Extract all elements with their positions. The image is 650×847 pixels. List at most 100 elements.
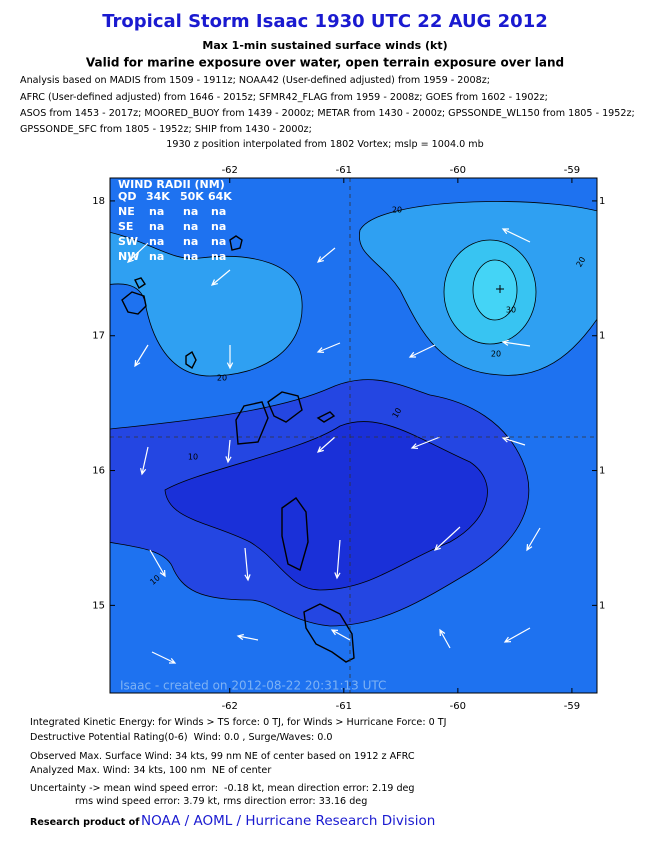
lat-tick-label: 17 <box>92 331 105 342</box>
contour-label: 10 <box>391 406 404 419</box>
wind-radii-cell: NE <box>118 205 135 218</box>
wind-arrow <box>408 344 436 358</box>
island <box>185 350 197 370</box>
lon-tick-label: -60 <box>450 165 466 176</box>
wind-radii-header: 50K <box>180 190 204 203</box>
wind-arrow <box>210 269 231 286</box>
wind-radii-cell: na <box>149 235 164 248</box>
wind-radii-cell: na <box>149 220 164 233</box>
lon-tick-label: -61 <box>336 165 352 176</box>
lat-tick-label: 16 <box>92 466 105 477</box>
wind-arrow <box>140 446 149 476</box>
footer-line: Integrated Kinetic Energy: for Winds > T… <box>30 717 446 728</box>
lon-tick-label: -61 <box>336 701 352 712</box>
wind-radii-cell: na <box>211 235 226 248</box>
lat-tick-label: 15 <box>92 600 105 611</box>
wind-arrow <box>316 436 336 453</box>
wind-arrow <box>316 247 336 263</box>
footer: Integrated Kinetic Energy: for Winds > T… <box>30 717 446 829</box>
wind-radii-header: 64K <box>208 190 232 203</box>
wind-arrow <box>316 342 341 353</box>
wind-radii-cell: na <box>183 250 198 263</box>
map-frame <box>109 177 598 694</box>
contour-region <box>472 259 518 321</box>
wind-arrow <box>503 627 531 643</box>
wind-radii-cell: SW <box>118 235 138 248</box>
wind-radii-header: QD <box>118 190 136 203</box>
wind-radii-cell: na <box>149 205 164 218</box>
wind-radii-cell: na <box>211 205 226 218</box>
lon-tick-label: -59 <box>564 701 580 712</box>
lon-tick-label: -60 <box>450 701 466 712</box>
footer-line: Observed Max. Surface Wind: 34 kts, 99 n… <box>30 751 415 762</box>
lat-tick-label: 1 <box>599 196 605 207</box>
wind-arrow <box>151 651 177 664</box>
wind-arrows <box>126 228 541 664</box>
wind-radii-title: WIND RADII (NM) <box>118 178 225 191</box>
analysis-lines: Analysis based on MADIS from 1509 - 1911… <box>20 75 635 135</box>
wind-arrow <box>410 436 441 450</box>
research-label: Research product of <box>30 817 140 828</box>
contour-label: 20 <box>217 374 227 383</box>
lat-tick-label: 1 <box>599 466 605 477</box>
wind-arrow <box>126 242 149 263</box>
analysis-line: ASOS from 1453 - 2017z; MOORED_BUOY from… <box>20 108 635 119</box>
wind-arrow <box>526 527 541 552</box>
title: Tropical Storm Isaac 1930 UTC 22 AUG 201… <box>102 11 548 32</box>
wind-arrow <box>501 339 531 347</box>
wind-arrow <box>501 228 531 243</box>
wind-radii-cell: SE <box>118 220 133 233</box>
wind-radii-cell: na <box>183 235 198 248</box>
island <box>235 391 336 445</box>
org-link[interactable]: NOAA / AOML / Hurricane Research Divisio… <box>141 813 435 829</box>
analysis-line: Analysis based on MADIS from 1509 - 1911… <box>20 75 490 86</box>
footer-line: Destructive Potential Rating(0-6) Wind: … <box>30 732 333 743</box>
island <box>281 497 309 572</box>
position-line: 1930 z position interpolated from 1802 V… <box>166 139 483 150</box>
lon-tick-label: -62 <box>222 701 238 712</box>
analysis-line: GPSSONDE_SFC from 1805 - 1952z; SHIP fro… <box>20 124 312 135</box>
wind-arrow <box>149 549 166 578</box>
wind-arrow <box>226 345 234 370</box>
credit: Isaac - created on 2012-08-22 20:31:13 U… <box>120 679 386 693</box>
wind-arrow <box>439 628 451 649</box>
contour-label: 20 <box>392 206 402 215</box>
footer-line: Analyzed Max. Wind: 34 kts, 100 nm NE of… <box>30 765 271 776</box>
wind-arrow <box>225 439 232 464</box>
wind-arrow <box>236 633 259 641</box>
wind-arrow <box>244 547 251 582</box>
wind-radii-cell: na <box>183 220 198 233</box>
lat-tick-label: 18 <box>92 196 105 207</box>
wind-arrow <box>433 526 461 551</box>
wind-radii-cell: na <box>183 205 198 218</box>
wind-arrow <box>330 629 351 641</box>
island <box>121 277 147 315</box>
footer-line: rms wind speed error: 3.79 kt, rms direc… <box>75 796 367 807</box>
contour-label: 10 <box>188 453 198 462</box>
contour-label: 30 <box>506 306 516 315</box>
wind-radii-cell: NW <box>118 250 139 263</box>
wind-radii-cell: na <box>211 250 226 263</box>
lat-tick-label: 1 <box>599 331 605 342</box>
wind-arrow <box>334 539 341 580</box>
wind-radii-cell: na <box>149 250 164 263</box>
footer-line: Uncertainty -> mean wind speed error: -0… <box>30 783 415 794</box>
analysis-line: AFRC (User-defined adjusted) from 1646 -… <box>20 92 548 103</box>
subtitle: Valid for marine exposure over water, op… <box>86 56 564 70</box>
wind-radii-header: 34K <box>146 190 170 203</box>
max-wind-marker <box>496 285 504 293</box>
lon-tick-label: -59 <box>564 165 580 176</box>
wind-arrow <box>134 344 149 368</box>
axis-ticks: -62 -62 -61 -61 -60 -60 -59 -59 18 17 16 15 1 1 1 1 <box>92 165 605 712</box>
island <box>229 235 243 251</box>
contour-label: 20 <box>491 350 501 359</box>
contour-region <box>164 421 488 591</box>
wind-arrow <box>501 436 526 446</box>
contour-label: 20 <box>575 255 588 268</box>
lat-tick-label: 1 <box>599 600 605 611</box>
